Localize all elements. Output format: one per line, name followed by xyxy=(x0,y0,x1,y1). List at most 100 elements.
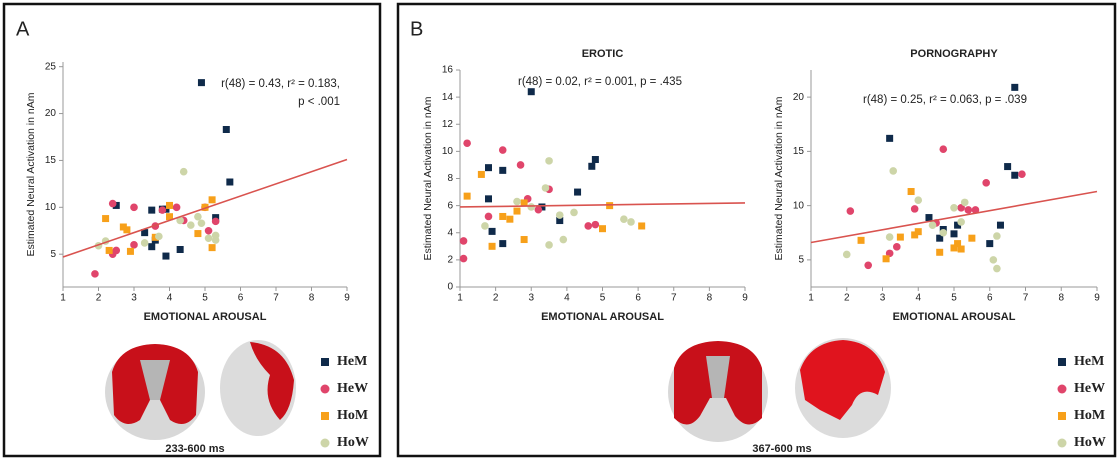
panel-label: B xyxy=(410,18,423,40)
x-axis-label: EMOTIONAL AROUSAL xyxy=(893,311,1016,323)
y-tick-label: 5 xyxy=(798,255,804,266)
point xyxy=(588,162,596,170)
point xyxy=(954,240,962,248)
y-tick-label: 15 xyxy=(793,146,805,157)
point xyxy=(91,270,99,278)
x-axis-label: EMOTIONAL AROUSAL xyxy=(144,311,267,323)
y-tick-label: 0 xyxy=(447,282,453,293)
legend-marker xyxy=(1057,438,1067,448)
point xyxy=(896,233,904,241)
point xyxy=(527,88,535,96)
point xyxy=(459,237,468,245)
legend-marker xyxy=(1058,412,1066,420)
x-tick-label: 2 xyxy=(96,293,102,304)
legend-label: HeW xyxy=(1074,381,1105,396)
point xyxy=(545,157,553,165)
x-tick-label: 9 xyxy=(1094,293,1100,304)
point xyxy=(574,188,582,196)
point xyxy=(534,205,543,214)
point xyxy=(914,196,923,204)
point xyxy=(102,215,110,223)
point xyxy=(627,218,635,226)
point xyxy=(993,264,1001,273)
point xyxy=(498,146,507,154)
point xyxy=(158,206,167,214)
point xyxy=(513,197,521,206)
x-tick-label: 2 xyxy=(844,293,850,304)
y-axis-label: Estimated Neural Activation in nAm xyxy=(25,92,37,256)
point xyxy=(928,221,937,229)
x-tick-label: 3 xyxy=(131,293,137,304)
point xyxy=(957,203,965,212)
point xyxy=(148,206,156,214)
point xyxy=(112,246,121,255)
point xyxy=(996,221,1004,229)
point xyxy=(559,235,568,244)
point xyxy=(954,221,962,229)
point xyxy=(1018,170,1026,178)
point xyxy=(982,179,990,187)
x-tick-label: 9 xyxy=(344,293,350,304)
point xyxy=(211,217,220,226)
point xyxy=(172,203,181,212)
point xyxy=(194,212,202,221)
chart-title: PORNOGRAPHY xyxy=(910,48,998,60)
time-window: 367-600 ms xyxy=(752,443,811,455)
point xyxy=(208,196,216,204)
point xyxy=(620,215,628,223)
x-tick-label: 8 xyxy=(1058,293,1064,304)
annotation: r(48) = 0.25, r² = 0.063, p = .039 xyxy=(863,94,1027,106)
point xyxy=(638,222,646,230)
x-tick-label: 6 xyxy=(635,293,641,304)
point xyxy=(1011,83,1019,91)
point xyxy=(939,145,948,154)
point xyxy=(176,216,184,225)
x-tick-label: 6 xyxy=(987,293,993,304)
legend-marker xyxy=(321,358,329,366)
x-tick-label: 3 xyxy=(880,293,886,304)
y-tick-label: 10 xyxy=(45,202,57,213)
point xyxy=(599,225,606,233)
point xyxy=(907,188,915,196)
point xyxy=(964,206,973,214)
point xyxy=(119,223,127,231)
point xyxy=(960,198,969,207)
point xyxy=(123,226,131,234)
point xyxy=(584,222,593,230)
point xyxy=(176,246,184,253)
point xyxy=(541,184,550,192)
point xyxy=(481,222,489,230)
point xyxy=(459,254,468,263)
legend-label: HoW xyxy=(337,435,369,450)
point xyxy=(545,241,553,249)
x-tick-label: 7 xyxy=(1023,293,1029,304)
point xyxy=(488,242,496,250)
point xyxy=(555,211,564,219)
point xyxy=(846,207,855,215)
x-tick-label: 1 xyxy=(808,293,814,304)
x-tick-label: 8 xyxy=(309,293,315,304)
point xyxy=(226,178,234,186)
y-tick-label: 10 xyxy=(442,146,454,157)
legend-label: HoM xyxy=(1074,408,1105,423)
point xyxy=(520,236,528,244)
point xyxy=(197,219,206,228)
point xyxy=(194,230,202,238)
legend-label: HeM xyxy=(1074,354,1104,369)
x-tick-label: 6 xyxy=(238,293,244,304)
point xyxy=(222,126,230,133)
point xyxy=(105,246,113,254)
annotation: p < .001 xyxy=(298,96,340,108)
point xyxy=(886,134,894,142)
point xyxy=(591,220,600,229)
point xyxy=(911,231,919,239)
y-tick-label: 2 xyxy=(447,255,453,266)
x-tick-label: 3 xyxy=(528,293,534,304)
point xyxy=(882,255,890,263)
x-tick-label: 7 xyxy=(671,293,677,304)
point xyxy=(1011,171,1019,179)
x-axis-label: EMOTIONAL AROUSAL xyxy=(541,311,664,323)
point xyxy=(936,234,944,242)
point xyxy=(842,250,851,259)
